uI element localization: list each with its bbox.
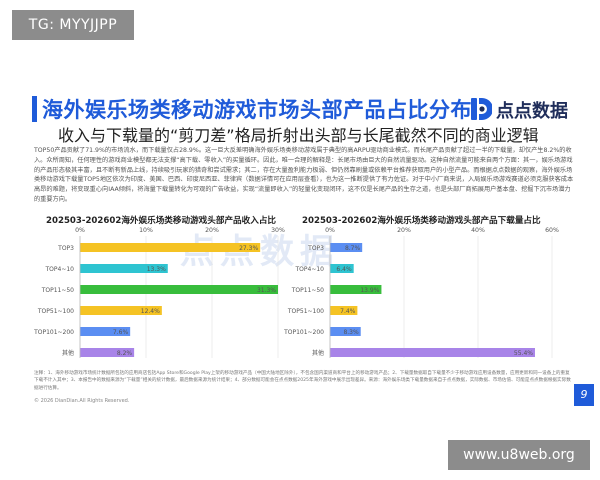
page-number: 9 [574,384,594,406]
download-value-label: 8.7% [345,245,361,252]
download-x-tick-label: 20% [397,227,411,234]
revenue-category-label: TOP4~10 [45,266,75,273]
title-accent-bar [32,96,37,122]
download-category-label: TOP4~10 [295,266,325,273]
revenue-category-label: 其他 [62,349,74,357]
revenue-value-label: 31.3% [257,287,276,294]
footnote: 注释：1、海外移动游戏市场统计数据所包括的应用商店包括App Store和Goo… [34,371,571,391]
download-bar [330,348,535,357]
download-bar [330,306,358,315]
copyright: © 2026 DianDian.All Rights Reserved. [34,398,130,404]
revenue-chart-title: 202503-202602海外娱乐场类移动游戏头部产品收入占比 [46,216,277,226]
page-title: 海外娱乐场类移动游戏市场头部产品占比分布 [42,98,472,122]
revenue-x-tick-label: 30% [271,227,285,234]
download-chart-title: 202503-202602海外娱乐场类移动游戏头部产品下载量占比 [302,216,541,226]
revenue-bar [80,306,162,315]
brand-logo: 点点数据 [470,96,582,122]
page-subtitle: 收入与下载量的“剪刀差”格局折射出头部与长尾截然不同的商业逻辑 [58,126,539,145]
download-value-label: 8.3% [343,329,359,336]
revenue-x-tick-label: 0% [75,227,85,234]
revenue-category-label: TOP101~200 [33,329,74,336]
logo-icon [471,98,492,120]
download-x-tick-label: 0% [325,227,335,234]
download-value-label: 6.4% [336,266,352,273]
download-value-label: 13.9% [360,287,379,294]
download-category-label: 其他 [312,349,324,357]
site-badge: www.u8web.org [448,440,590,470]
download-value-label: 7.4% [340,308,356,315]
revenue-bar [80,348,135,357]
download-bar [330,243,363,252]
revenue-value-label: 27.3% [239,245,258,252]
download-category-label: TOP3 [307,245,324,252]
logo-text: 点点数据 [496,101,568,122]
download-bar [330,327,361,336]
revenue-value-label: 7.6% [113,329,129,336]
revenue-bar [80,264,168,273]
revenue-x-tick-label: 20% [205,227,219,234]
summary-paragraph: TOP50产品贡献了71.9%的市场流水，而下载量仅占28.9%。这一巨大反差明… [34,147,574,203]
revenue-value-label: 12.4% [141,308,160,315]
revenue-category-label: TOP3 [57,245,74,252]
download-category-label: TOP11~50 [291,287,324,294]
revenue-category-label: TOP11~50 [41,287,74,294]
revenue-value-label: 8.2% [117,350,133,357]
download-x-tick-label: 60% [545,227,559,234]
revenue-value-label: 13.3% [147,266,166,273]
revenue-bar [80,285,278,294]
download-category-label: TOP101~200 [283,329,324,336]
download-bar [330,264,354,273]
download-bar [330,285,382,294]
revenue-x-tick-label: 10% [139,227,153,234]
download-category-label: TOP51~100 [287,308,324,315]
tg-badge: TG: MYYJJPP [12,10,134,40]
download-value-label: 55.4% [514,350,533,357]
download-x-tick-label: 40% [471,227,485,234]
revenue-bar [80,243,261,252]
revenue-bar [80,327,131,336]
revenue-category-label: TOP51~100 [37,308,74,315]
